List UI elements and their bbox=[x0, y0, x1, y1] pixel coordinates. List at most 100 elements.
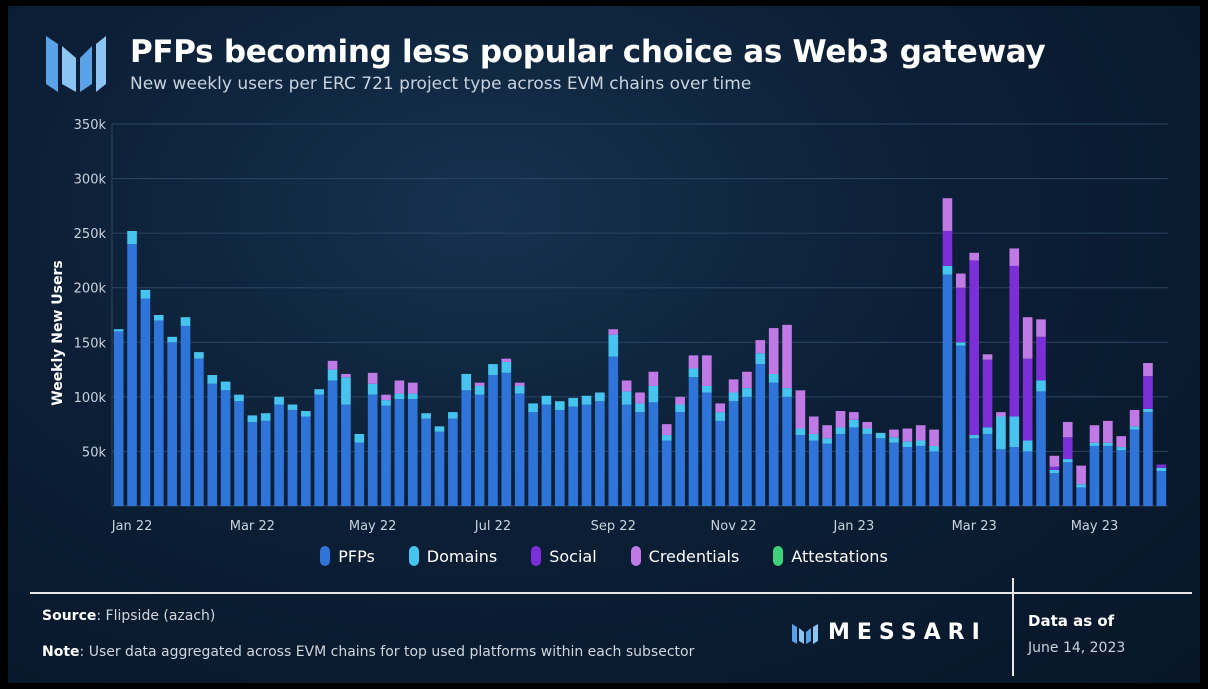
bar-segment-domains bbox=[635, 403, 645, 413]
bar-segment-domains bbox=[381, 400, 391, 406]
bar-segment-pfps bbox=[661, 440, 672, 506]
bar-segment-credentials bbox=[341, 373, 351, 378]
legend: PFPs Domains Social Credentials Attestations bbox=[8, 546, 1200, 566]
bar-segment-pfps bbox=[341, 404, 351, 506]
bar-segment-pfps bbox=[448, 418, 458, 506]
bar-segment-credentials bbox=[688, 355, 699, 369]
legend-label: Domains bbox=[426, 546, 498, 566]
bar-segment-domains bbox=[220, 381, 231, 391]
bar-segment-domains bbox=[982, 427, 993, 434]
bar-segment-domains bbox=[621, 391, 632, 405]
bar-segment-pfps bbox=[260, 420, 271, 506]
bar-segment-pfps bbox=[702, 392, 712, 506]
bar-segment-domains bbox=[742, 388, 752, 397]
x-tick-label: Jan 23 bbox=[833, 519, 875, 534]
bar-segment-credentials bbox=[955, 273, 966, 288]
bar-segment-domains bbox=[194, 352, 204, 359]
bar-segment-domains bbox=[541, 395, 552, 405]
bar-segment-domains bbox=[421, 413, 431, 419]
bar-segment-domains bbox=[113, 329, 124, 332]
bar-segment-credentials bbox=[327, 360, 338, 370]
bar-segment-pfps bbox=[153, 320, 164, 506]
bar-segment-social bbox=[1049, 466, 1060, 470]
source-line: Source: Flipside (azach) bbox=[42, 608, 215, 624]
bar-segment-pfps bbox=[929, 451, 939, 506]
bar-segment-domains bbox=[755, 353, 766, 365]
bar-segment-social bbox=[1156, 464, 1167, 468]
chart-title: PFPs becoming less popular choice as Web… bbox=[130, 34, 1046, 70]
bar-segment-pfps bbox=[1103, 445, 1113, 506]
bar-segment-pfps bbox=[140, 298, 151, 506]
bar-segment-pfps bbox=[180, 325, 191, 506]
bar-segment-domains bbox=[728, 392, 739, 402]
bar-segment-domains bbox=[207, 375, 218, 384]
bar-segment-credentials bbox=[635, 392, 645, 404]
bar-segment-domains bbox=[595, 392, 605, 402]
bar-segment-social bbox=[1062, 437, 1073, 460]
bar-segment-credentials bbox=[661, 424, 672, 436]
bar-segment-pfps bbox=[461, 390, 472, 506]
bar-segment-pfps bbox=[808, 440, 819, 506]
bar-segment-pfps bbox=[902, 447, 913, 506]
bar-segment-credentials bbox=[835, 411, 846, 428]
bar-segment-pfps bbox=[207, 383, 218, 506]
bar-segment-credentials bbox=[929, 429, 939, 446]
bar-segment-credentials bbox=[501, 358, 512, 362]
bar-segment-pfps bbox=[1089, 445, 1100, 506]
bar-segment-credentials bbox=[768, 328, 779, 374]
bar-segment-domains bbox=[568, 397, 578, 407]
bar-segment-pfps bbox=[755, 364, 766, 506]
footer-vertical-divider bbox=[1012, 578, 1014, 676]
bar-segment-pfps bbox=[621, 404, 632, 506]
bar-segment-pfps bbox=[501, 372, 512, 506]
bar-segment-credentials bbox=[381, 394, 391, 401]
bar-segment-credentials bbox=[648, 371, 659, 386]
bar-segment-pfps bbox=[1022, 451, 1033, 506]
bar-segment-pfps bbox=[127, 244, 137, 507]
bar-segment-social bbox=[982, 359, 993, 428]
bar-segment-domains bbox=[301, 411, 311, 417]
bar-segment-credentials bbox=[675, 396, 685, 405]
bar-segment-credentials bbox=[969, 252, 979, 261]
bar-segment-pfps bbox=[1076, 487, 1086, 506]
y-axis-label: Weekly New Users bbox=[50, 260, 66, 406]
bar-segment-pfps bbox=[287, 409, 298, 506]
bar-segment-domains bbox=[501, 361, 512, 373]
bar-segment-pfps bbox=[194, 358, 204, 506]
x-tick-label: Mar 23 bbox=[952, 519, 997, 534]
bar-segment-credentials bbox=[1009, 248, 1020, 266]
bar-segment-credentials bbox=[608, 329, 619, 335]
bar-segment-credentials bbox=[394, 380, 405, 394]
bar-segment-pfps bbox=[528, 412, 538, 506]
bar-segment-domains bbox=[234, 394, 244, 402]
bar-segment-domains bbox=[902, 441, 913, 448]
x-tick-label: Nov 22 bbox=[711, 519, 757, 534]
bar-segment-credentials bbox=[808, 416, 819, 434]
bar-segment-domains bbox=[782, 388, 792, 397]
bar-segment-social bbox=[942, 230, 953, 266]
bar-segment-pfps bbox=[381, 405, 391, 506]
bar-segment-domains bbox=[153, 315, 164, 321]
bar-segment-pfps bbox=[608, 356, 619, 506]
bar-segment-credentials bbox=[474, 382, 485, 386]
bar-segment-domains bbox=[314, 389, 325, 395]
bar-segment-pfps bbox=[314, 394, 325, 506]
bar-segment-credentials bbox=[889, 429, 899, 438]
bar-segment-social bbox=[1009, 265, 1020, 417]
bar-segment-credentials bbox=[1022, 317, 1033, 359]
bar-segment-credentials bbox=[1103, 420, 1113, 443]
bar-segment-credentials bbox=[822, 425, 832, 439]
note-value: : User data aggregated across EVM chains… bbox=[79, 644, 695, 660]
bar-segment-pfps bbox=[1143, 412, 1153, 506]
messari-logo-icon bbox=[46, 36, 106, 92]
bar-segment-credentials bbox=[1116, 436, 1127, 448]
bar-segment-credentials bbox=[915, 425, 926, 441]
bar-segment-pfps bbox=[514, 393, 525, 506]
bar-segment-social bbox=[969, 260, 979, 436]
bar-segment-domains bbox=[1022, 440, 1033, 452]
y-tick-label: 100k bbox=[74, 391, 107, 406]
chart-card: PFPs becoming less popular choice as Web… bbox=[8, 6, 1200, 683]
bar-segment-pfps bbox=[768, 382, 779, 506]
bar-segment-pfps bbox=[421, 418, 431, 506]
bar-segment-domains bbox=[1049, 469, 1060, 474]
